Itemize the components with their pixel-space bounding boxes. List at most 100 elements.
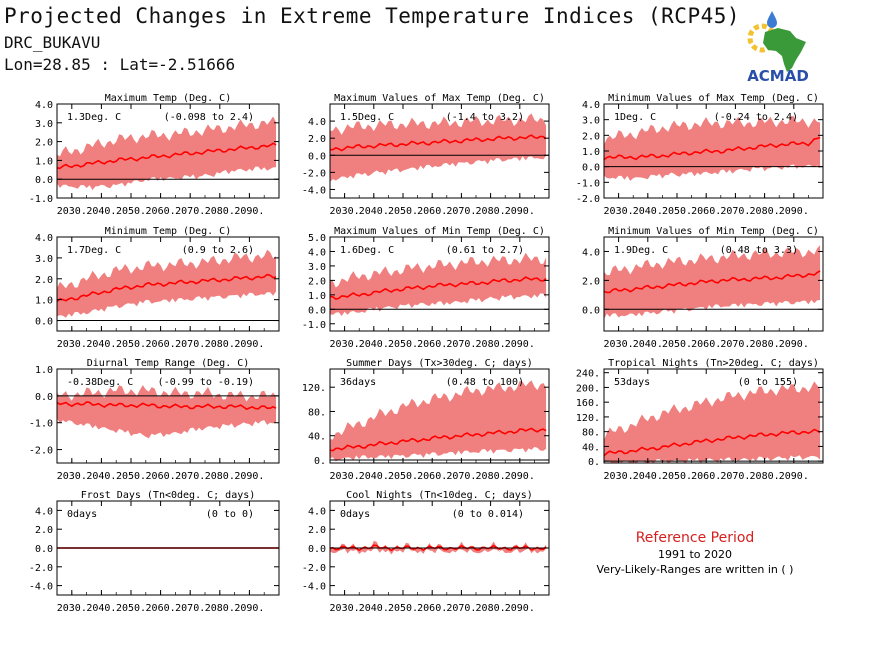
- y-tick-label: 3.0: [582, 116, 600, 127]
- uncertainty-band: [330, 380, 547, 462]
- y-tick-label: 200.: [576, 383, 600, 394]
- chart-plot-area: [604, 381, 823, 463]
- chart-range-label: (0 to 0.014): [452, 509, 524, 520]
- y-tick-label: 1.0: [35, 156, 53, 167]
- x-tick-label: 2090.: [505, 339, 535, 350]
- y-tick-label: 2.0: [308, 525, 326, 536]
- x-tick-label: 2040.: [359, 206, 389, 217]
- chart-value-label: 53days: [614, 377, 650, 388]
- uncertainty-band: [57, 385, 277, 439]
- y-tick-label: 3.0: [35, 254, 53, 265]
- x-tick-label: 2060.: [417, 206, 447, 217]
- x-tick-label: 2090.: [505, 471, 535, 482]
- x-tick-label: 2030.: [57, 603, 87, 614]
- x-tick-label: 2050.: [662, 206, 692, 217]
- y-tick-label: -2.0: [29, 563, 53, 574]
- chart-title: Cool Nights (Tn<10deg. C; days): [346, 490, 533, 501]
- y-tick-label: -2.0: [302, 563, 326, 574]
- x-tick-label: 2070.: [720, 339, 750, 350]
- chart-panel: 4.0 2.0 0.0 -2.0 -4.0 2030. 2040. 2050. 2060. 207…: [302, 490, 550, 614]
- chart-range-label: (0.48 to 3.3): [720, 245, 798, 256]
- uncertainty-band: [604, 381, 821, 463]
- x-tick-label: 2090.: [234, 339, 264, 350]
- chart-range-label: (0.48 to 100): [446, 377, 524, 388]
- chart-range-label: (-0.098 to 2.4): [164, 112, 254, 123]
- x-tick-label: 2090.: [234, 471, 264, 482]
- chart-title: Maximum Values of Min Temp (Deg. C): [334, 226, 545, 237]
- x-tick-label: 2040.: [86, 603, 116, 614]
- x-tick-label: 2050.: [388, 206, 418, 217]
- chart-range-label: (0.61 to 2.7): [446, 245, 524, 256]
- x-tick-label: 2040.: [633, 206, 663, 217]
- x-tick-label: 2090.: [505, 206, 535, 217]
- x-tick-label: 2070.: [175, 206, 205, 217]
- chart-panel: 240.200.160.120.80.40.0.2030. 2040. 2050. 2…: [576, 358, 824, 482]
- x-tick-label: 2040.: [359, 603, 389, 614]
- chart-plot-area: [57, 116, 279, 190]
- y-tick-label: 240.: [576, 369, 600, 380]
- y-tick-label: -1.0: [29, 419, 53, 430]
- x-tick-label: 2030.: [57, 471, 87, 482]
- x-tick-label: 2070.: [446, 339, 476, 350]
- x-tick-label: 2030.: [330, 339, 360, 350]
- x-tick-label: 2080.: [750, 339, 780, 350]
- x-tick-label: 2030.: [604, 339, 634, 350]
- y-tick-label: 5.0: [308, 233, 326, 244]
- median-series-line: [330, 544, 547, 552]
- x-tick-label: 2090.: [234, 603, 264, 614]
- y-tick-label: 4.0: [308, 117, 326, 128]
- x-tick-label: 2080.: [476, 471, 506, 482]
- median-series-line: [57, 401, 277, 411]
- x-tick-label: 2070.: [720, 206, 750, 217]
- median-series-line: [57, 273, 277, 303]
- chart-frame: [329, 236, 550, 332]
- reference-period-box: Reference Period 1991 to 2020 Very-Likel…: [560, 530, 830, 576]
- y-tick-label: 2.0: [582, 131, 600, 142]
- chart-panel: 4.0 2.0 0.0 2030. 2040. 2050. 2060. 2070. 2080. 2…: [582, 226, 824, 350]
- y-tick-label: 0.0: [308, 544, 326, 555]
- station-coordinates: Lon=28.85 : Lat=-2.51666: [4, 55, 236, 74]
- chart-plot-area: [604, 116, 823, 181]
- y-tick-label: 2.0: [308, 276, 326, 287]
- x-tick-label: 2040.: [86, 206, 116, 217]
- reference-period-title: Reference Period: [635, 530, 755, 546]
- chart-panel: 4.0 2.0 0.0 -2.0 -4.0 2030. 2040. 2050. 2060. 207…: [302, 93, 550, 217]
- x-tick-label: 2080.: [476, 339, 506, 350]
- y-tick-label: 80.: [308, 407, 326, 418]
- x-tick-label: 2040.: [633, 471, 663, 482]
- y-tick-label: 120.: [302, 383, 326, 394]
- y-tick-label: 160.: [576, 398, 600, 409]
- y-tick-label: 40.: [308, 432, 326, 443]
- x-tick-label: 2030.: [57, 339, 87, 350]
- y-tick-label: 4.0: [35, 233, 53, 244]
- chart-range-label: (-1.4 to 3.2): [446, 112, 524, 123]
- x-tick-label: 2070.: [446, 471, 476, 482]
- y-tick-label: 1.0: [582, 147, 600, 158]
- y-tick-label: 0.0: [582, 305, 600, 316]
- x-tick-label: 2050.: [116, 471, 146, 482]
- y-tick-label: 4.0: [35, 506, 53, 517]
- y-tick-label: 80.: [582, 428, 600, 439]
- x-tick-label: 2080.: [205, 471, 235, 482]
- chart-title: Minimum Values of Max Temp (Deg. C): [608, 93, 819, 104]
- chart-panel: 4.0 3.0 2.0 1.0 0.0 2030. 2040. 2050. 2060. 2070.…: [35, 226, 280, 350]
- y-tick-label: -2.0: [29, 446, 53, 457]
- x-tick-label: 2080.: [205, 339, 235, 350]
- x-tick-label: 2050.: [116, 206, 146, 217]
- y-tick-label: 3.0: [308, 262, 326, 273]
- uncertainty-band: [57, 249, 277, 318]
- x-tick-label: 2090.: [505, 603, 535, 614]
- y-tick-label: 0.0: [35, 317, 53, 328]
- x-tick-label: 2060.: [146, 471, 176, 482]
- y-tick-label: -1.0: [29, 194, 53, 205]
- y-tick-label: 4.0: [35, 100, 53, 111]
- chart-plot-area: [330, 252, 549, 316]
- y-tick-label: -4.0: [29, 582, 53, 593]
- y-tick-label: 2.0: [35, 525, 53, 536]
- x-tick-label: 2080.: [205, 206, 235, 217]
- uncertainty-band: [604, 245, 821, 319]
- median-series-line: [604, 428, 821, 457]
